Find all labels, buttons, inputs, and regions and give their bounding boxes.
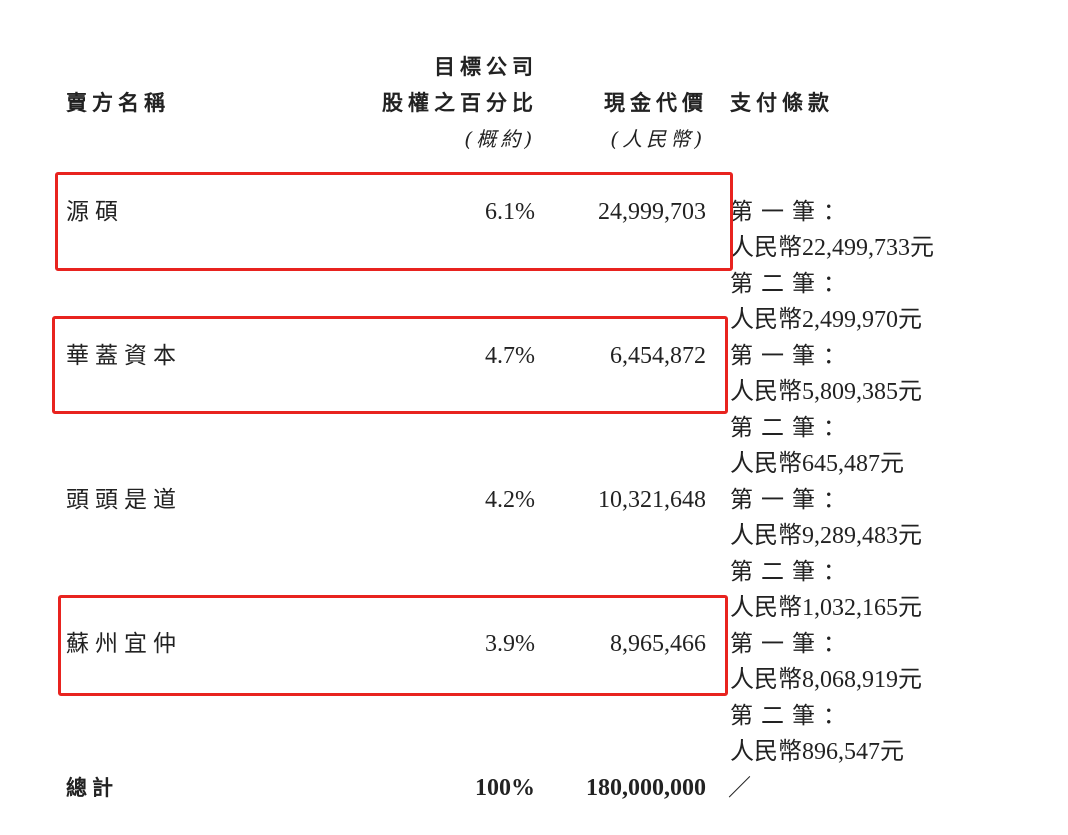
seller-name: 頭頭是道 xyxy=(66,487,182,513)
seller-name: 華蓋資本 xyxy=(66,343,182,369)
seller-name: 蘇州宜仲 xyxy=(66,631,182,657)
payment-label: 第二筆： xyxy=(730,559,854,585)
equity-percent: 6.1% xyxy=(485,199,535,225)
payment-amount: 人民幣8,068,919元 xyxy=(730,667,922,693)
header-seller: 賣方名稱 xyxy=(66,91,170,115)
payment-amount: 人民幣896,547元 xyxy=(730,739,904,765)
header-cash-line2: (人民幣) xyxy=(610,127,706,151)
total-percent: 100% xyxy=(475,775,535,801)
payment-amount: 人民幣645,487元 xyxy=(730,451,904,477)
equity-percent: 4.2% xyxy=(485,487,535,513)
payment-label: 第一筆： xyxy=(730,343,854,369)
header-equity-line3: (概約) xyxy=(464,127,536,151)
cash-consideration: 24,999,703 xyxy=(598,199,706,225)
seller-name: 源碩 xyxy=(66,199,124,225)
payment-amount: 人民幣9,289,483元 xyxy=(730,523,922,549)
payment-amount: 人民幣5,809,385元 xyxy=(730,379,922,405)
payment-label: 第一筆： xyxy=(730,487,854,513)
payment-amount: 人民幣1,032,165元 xyxy=(730,595,922,621)
header-equity-line1: 目標公司 xyxy=(434,55,538,79)
header-equity-line2: 股權之百分比 xyxy=(382,91,538,115)
payment-label: 第二筆： xyxy=(730,703,854,729)
highlight-box xyxy=(52,316,728,414)
highlight-box xyxy=(55,172,733,271)
equity-percent: 3.9% xyxy=(485,631,535,657)
payment-amount: 人民幣22,499,733元 xyxy=(730,235,934,261)
equity-percent: 4.7% xyxy=(485,343,535,369)
total-payment: ／ xyxy=(728,775,751,801)
payment-label: 第一筆： xyxy=(730,631,854,657)
payment-label: 第一筆： xyxy=(730,199,854,225)
header-cash-line1: 現金代價 xyxy=(604,91,708,115)
cash-consideration: 8,965,466 xyxy=(610,631,706,657)
cash-consideration: 6,454,872 xyxy=(610,343,706,369)
total-label: 總計 xyxy=(66,776,118,800)
header-payment: 支付條款 xyxy=(730,91,834,115)
payment-amount: 人民幣2,499,970元 xyxy=(730,307,922,333)
total-cash: 180,000,000 xyxy=(586,775,706,801)
cash-consideration: 10,321,648 xyxy=(598,487,706,513)
payment-label: 第二筆： xyxy=(730,271,854,297)
highlight-box xyxy=(58,595,728,696)
payment-label: 第二筆： xyxy=(730,415,854,441)
